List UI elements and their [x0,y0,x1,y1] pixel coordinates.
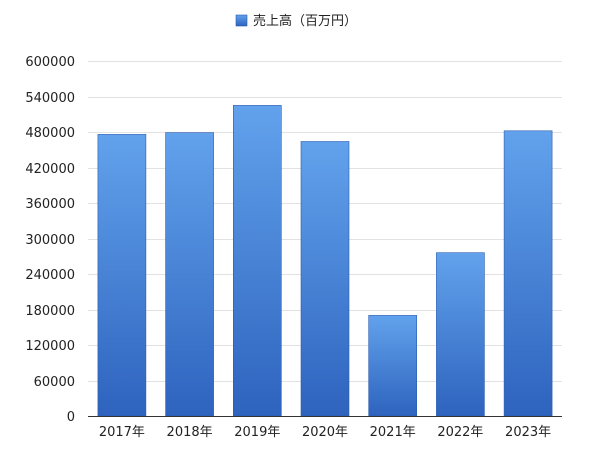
x-axis-ticks: 2017年 2018年 2019年 2020年 2021年 2022年 2023年 [99,425,551,440]
legend-swatch [235,14,248,27]
y-tick-label: 300000 [25,233,75,248]
legend-label: 売上高（百万円） [253,13,357,29]
y-tick-label: 60000 [34,375,75,390]
y-tick-label: 360000 [25,197,75,212]
y-tick-label: 420000 [25,162,75,177]
y-axis-ticks: 0 60000 120000 180000 240000 300000 360000 4200… [25,55,75,425]
bar-1 [97,134,147,417]
legend: 売上高（百万円） [235,13,357,29]
x-tick-label: 2017年 [99,425,145,440]
x-tick-label: 2021年 [370,425,416,440]
bar-5 [368,315,418,417]
bar-3 [233,105,282,417]
x-tick-label: 2023年 [505,425,551,440]
bars [97,105,553,417]
y-tick-label: 540000 [25,91,75,106]
x-tick-label: 2022年 [437,425,483,440]
bar-7 [503,130,553,417]
x-tick-label: 2019年 [234,425,280,440]
y-tick-label: 180000 [25,304,75,319]
bar-2 [165,132,214,417]
y-tick-label: 0 [67,410,75,425]
x-tick-label: 2020年 [302,425,348,440]
y-tick-label: 480000 [25,126,75,141]
y-tick-label: 240000 [25,268,75,283]
y-tick-label: 600000 [25,55,75,70]
y-tick-label: 120000 [25,339,75,354]
bar-6 [436,252,485,417]
x-tick-label: 2018年 [167,425,213,440]
bar-4 [300,141,350,417]
